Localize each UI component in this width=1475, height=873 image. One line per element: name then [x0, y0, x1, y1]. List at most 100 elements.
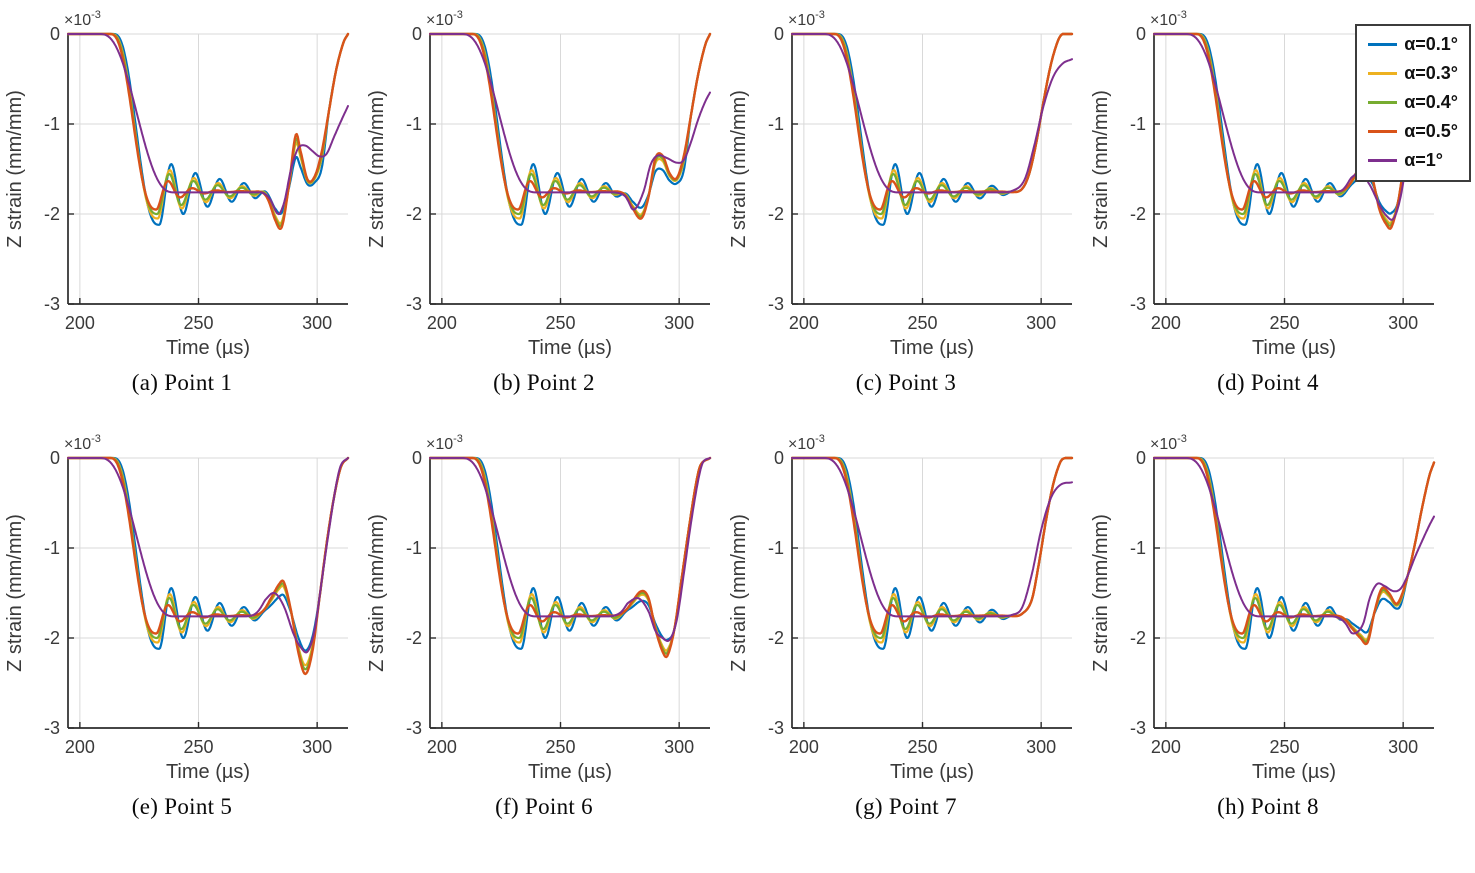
legend-line-swatch-purple — [1368, 158, 1398, 162]
y-tick-label: 0 — [50, 448, 60, 468]
legend-item-alpha-0-4: α=0.4° — [1368, 92, 1458, 112]
y-axis-label: Z strain (mm/mm) — [6, 514, 26, 672]
x-tick-label: 200 — [427, 313, 457, 333]
series-group — [1153, 32, 1436, 230]
y-tick-label: -3 — [768, 294, 784, 314]
y-axis-multiplier: ×10-3 — [1150, 9, 1187, 29]
y-axis-label: Z strain (mm/mm) — [730, 514, 750, 672]
subplot-point-7: 200 250 300 0 -1 -2 -3 ×10-3 Time (µs) Z strain (… — [730, 430, 1082, 820]
series-group — [791, 32, 1074, 226]
y-tick-label: -3 — [1130, 294, 1146, 314]
series-line-α=0.1° — [791, 32, 1074, 226]
legend-item-alpha-0-5: α=0.5° — [1368, 120, 1458, 141]
x-tick-label: 250 — [545, 737, 575, 757]
series-line-α=1° — [429, 33, 711, 211]
x-tick-label: 250 — [907, 737, 937, 757]
subplot-caption-d: (d) Point 4 — [1217, 370, 1319, 395]
y-tick-label: -3 — [1130, 718, 1146, 738]
y-tick-label: -2 — [1130, 628, 1146, 648]
series-group — [791, 456, 1074, 650]
strain-plot-point-5: 200 250 300 0 -1 -2 -3 ×10-3 Time (µs) Z strain (… — [6, 433, 350, 783]
x-tick-label: 300 — [664, 737, 694, 757]
legend-line-swatch-orange — [1368, 129, 1398, 133]
strain-plot-point-2: 200 250 300 0 -1 -2 -3 ×10-3 Time (µs) Z strain (… — [368, 9, 712, 359]
x-tick-label: 200 — [1151, 737, 1181, 757]
y-tick-label: -3 — [406, 294, 422, 314]
x-axis-label: Time (µs) — [1252, 761, 1336, 783]
series-line-α=0.4° — [67, 32, 350, 227]
legend-line-swatch-blue — [1368, 42, 1398, 46]
legend-line-swatch-green — [1368, 100, 1398, 104]
y-axis-multiplier: ×10-3 — [426, 9, 463, 29]
y-tick-label: -2 — [768, 628, 784, 648]
x-tick-label: 300 — [1388, 313, 1418, 333]
series-line-α=0.5° — [67, 456, 350, 676]
series-group — [429, 456, 712, 659]
y-axis-multiplier: ×10-3 — [64, 433, 101, 453]
y-tick-label: -2 — [44, 204, 60, 224]
x-axis-label: Time (µs) — [166, 337, 250, 359]
y-axis-label: Z strain (mm/mm) — [368, 514, 388, 672]
x-tick-label: 300 — [1026, 313, 1056, 333]
y-axis-label: Z strain (mm/mm) — [368, 90, 388, 248]
x-axis-label: Time (µs) — [528, 337, 612, 359]
x-axis-label: Time (µs) — [1252, 337, 1336, 359]
x-tick-label: 200 — [65, 737, 95, 757]
y-tick-label: -3 — [44, 294, 60, 314]
x-tick-label: 250 — [183, 737, 213, 757]
strain-plot-point-4: 200 250 300 0 -1 -2 -3 ×10-3 Time (µs) Z strain (… — [1092, 9, 1436, 359]
x-tick-label: 250 — [907, 313, 937, 333]
series-line-α=0.5° — [791, 456, 1074, 635]
y-tick-label: -1 — [44, 538, 60, 558]
series-line-α=0.3° — [791, 456, 1074, 644]
series-line-α=1° — [791, 457, 1073, 618]
y-axis-multiplier: ×10-3 — [1150, 433, 1187, 453]
legend-item-alpha-0-1: α=0.1° — [1368, 35, 1458, 54]
x-axis-label: Time (µs) — [890, 337, 974, 359]
y-axis-multiplier: ×10-3 — [788, 9, 825, 29]
series-line-α=0.1° — [429, 456, 712, 650]
legend-label: α=0.5° — [1404, 120, 1458, 141]
subplot-caption-b: (b) Point 2 — [493, 370, 595, 395]
subplot-point-1: 200 250 300 0 -1 -2 -3 ×10-3 Time (µs) Z strain (… — [6, 6, 358, 396]
x-tick-label: 250 — [545, 313, 575, 333]
y-tick-label: -1 — [406, 538, 422, 558]
y-axis-multiplier: ×10-3 — [64, 9, 101, 29]
y-tick-label: -2 — [406, 204, 422, 224]
series-line-α=0.1° — [67, 32, 350, 226]
series-line-α=1° — [1153, 457, 1435, 635]
y-tick-label: -1 — [406, 114, 422, 134]
subplot-point-6: 200 250 300 0 -1 -2 -3 ×10-3 Time (µs) Z strain (… — [368, 430, 720, 820]
subplot-point-3: 200 250 300 0 -1 -2 -3 ×10-3 Time (µs) Z strain (… — [730, 6, 1082, 396]
x-tick-label: 250 — [183, 313, 213, 333]
subplot-caption-e: (e) Point 5 — [131, 794, 233, 819]
x-tick-label: 200 — [65, 313, 95, 333]
legend-line-swatch-yellow — [1368, 71, 1398, 75]
subplot-caption-f: (f) Point 6 — [495, 794, 593, 819]
series-line-α=0.5° — [429, 32, 712, 220]
y-tick-label: 0 — [412, 448, 422, 468]
subplot-caption-c: (c) Point 3 — [855, 370, 957, 395]
y-tick-label: 0 — [774, 24, 784, 44]
series-line-α=1° — [429, 457, 711, 642]
x-tick-label: 200 — [427, 737, 457, 757]
series-group — [67, 456, 350, 676]
series-line-α=0.3° — [1153, 456, 1436, 644]
x-tick-label: 300 — [1388, 737, 1418, 757]
x-tick-label: 250 — [1269, 737, 1299, 757]
y-tick-label: 0 — [412, 24, 422, 44]
x-tick-label: 200 — [1151, 313, 1181, 333]
series-line-α=0.3° — [791, 32, 1074, 220]
y-tick-label: -1 — [1130, 538, 1146, 558]
y-tick-label: -1 — [1130, 114, 1146, 134]
y-tick-label: -1 — [768, 538, 784, 558]
series-line-α=1° — [791, 33, 1073, 194]
x-tick-label: 300 — [1026, 737, 1056, 757]
y-tick-label: -2 — [406, 628, 422, 648]
x-tick-label: 250 — [1269, 313, 1299, 333]
subplot-caption-g: (g) Point 7 — [855, 794, 957, 819]
strain-plot-point-3: 200 250 300 0 -1 -2 -3 ×10-3 Time (µs) Z strain (… — [730, 9, 1074, 359]
y-axis-label: Z strain (mm/mm) — [730, 90, 750, 248]
x-axis-label: Time (µs) — [890, 761, 974, 783]
legend-label: α=1° — [1404, 149, 1443, 170]
